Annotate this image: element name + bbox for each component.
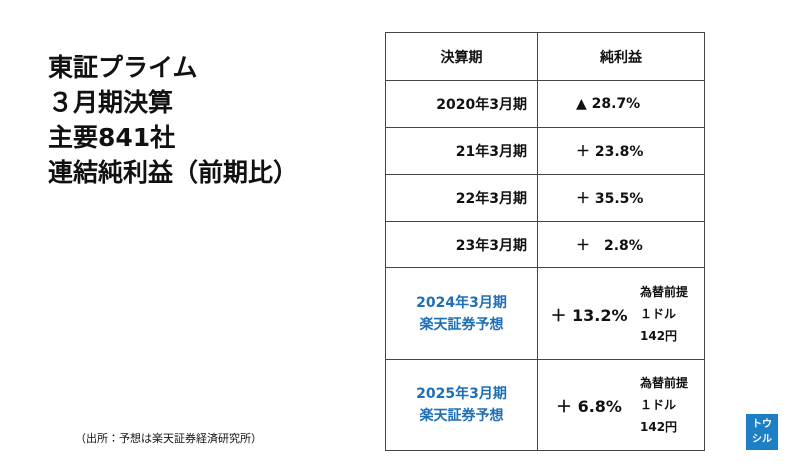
period-text: 2024年3月期 bbox=[416, 294, 507, 311]
assumption-text: １ドル bbox=[640, 398, 677, 412]
period-text: 22年3月期 bbox=[455, 191, 527, 207]
profit-value: ▲ 28.7% bbox=[576, 96, 641, 112]
assumption-text: 142円 bbox=[640, 420, 678, 434]
assumption-text: １ドル bbox=[640, 306, 677, 321]
period-cell: 23年3月期 bbox=[385, 221, 538, 268]
header-row: 決算期 純利益 bbox=[385, 32, 705, 81]
profit-cell: ＋ 35.5% bbox=[537, 174, 705, 222]
period-cell: 2025年3月期 楽天証券予想 bbox=[385, 359, 538, 451]
row: 22年3月期 ＋ 35.5% bbox=[385, 174, 705, 222]
table: 決算期 純利益 2020年3月期 ▲ 28.7% 21年3月期 ＋ 23.8% 22年3… bbox=[385, 32, 705, 451]
assumption-text: 為替前提 bbox=[640, 376, 689, 390]
profit-cell: ＋ 6.8% 為替前提 １ドル 142円 bbox=[537, 359, 705, 451]
period-cell: 2020年3月期 bbox=[385, 80, 538, 128]
title-line: 主要841社 bbox=[48, 123, 176, 152]
period-text: 21年3月期 bbox=[455, 144, 527, 160]
row: 2020年3月期 ▲ 28.7% bbox=[385, 80, 705, 128]
header-cell: 純利益 bbox=[537, 32, 705, 81]
profit-cell: ＋ 13.2% 為替前提 １ドル 142円 bbox=[537, 267, 705, 360]
profit-value: ＋ 35.5% bbox=[576, 191, 644, 207]
logo-text: トウ bbox=[752, 419, 772, 430]
period-cell: 2024年3月期 楽天証券予想 bbox=[385, 267, 538, 360]
header-cell: 決算期 bbox=[385, 32, 538, 81]
period-text: 楽天証券予想 bbox=[419, 408, 504, 424]
title-line: ３月期決算 bbox=[48, 88, 174, 117]
row: 21年3月期 ＋ 23.8% bbox=[385, 127, 705, 175]
assumption-text: 142円 bbox=[640, 328, 678, 343]
period-text: 23年3月期 bbox=[455, 237, 527, 254]
profit-value: ＋ 23.8% bbox=[576, 144, 644, 160]
assumption-text: 為替前提 bbox=[640, 284, 689, 299]
footnote: （出所：予想は楽天証券経済研究所） bbox=[75, 432, 262, 445]
profit-box: ＋ 13.2% 為替前提 １ドル 142円 bbox=[538, 281, 704, 347]
logo: トウ シル bbox=[746, 414, 778, 450]
row: 23年3月期 ＋ 2.8% bbox=[385, 221, 705, 268]
profit-cell: ▲ 28.7% bbox=[537, 80, 705, 128]
profit-cell: ＋ 2.8% bbox=[537, 221, 705, 268]
period-cell: 21年3月期 bbox=[385, 127, 538, 175]
row: 2024年3月期 楽天証券予想 ＋ 13.2% 為替前提 １ドル 142円 bbox=[385, 267, 705, 360]
period-text: 2025年3月期 bbox=[416, 386, 507, 402]
title-line: 東証プライム bbox=[48, 53, 198, 82]
period-cell: 22年3月期 bbox=[385, 174, 538, 222]
profit-value: ＋ 2.8% bbox=[576, 237, 643, 254]
title: 東証プライム ３月期決算主要841社連結純利益（前期比） bbox=[48, 50, 298, 190]
period-text: 2020年3月期 bbox=[436, 97, 527, 113]
profit-value: ＋ 6.8% bbox=[556, 397, 622, 416]
profit-box: ＋ 6.8% 為替前提 １ドル 142円 bbox=[538, 372, 704, 438]
title-line: 連結純利益（前期比） bbox=[48, 158, 299, 187]
profit-cell: ＋ 23.8% bbox=[537, 127, 705, 175]
assumption: 為替前提 １ドル 142円 bbox=[640, 281, 688, 347]
row: 2025年3月期 楽天証券予想 ＋ 6.8% 為替前提 １ドル 142円 bbox=[385, 359, 705, 451]
assumption: 為替前提 １ドル 142円 bbox=[640, 372, 688, 438]
period-text: 楽天証券予想 bbox=[419, 316, 504, 333]
profit-value: ＋ 13.2% bbox=[550, 305, 628, 325]
logo-text: シル bbox=[752, 434, 772, 445]
